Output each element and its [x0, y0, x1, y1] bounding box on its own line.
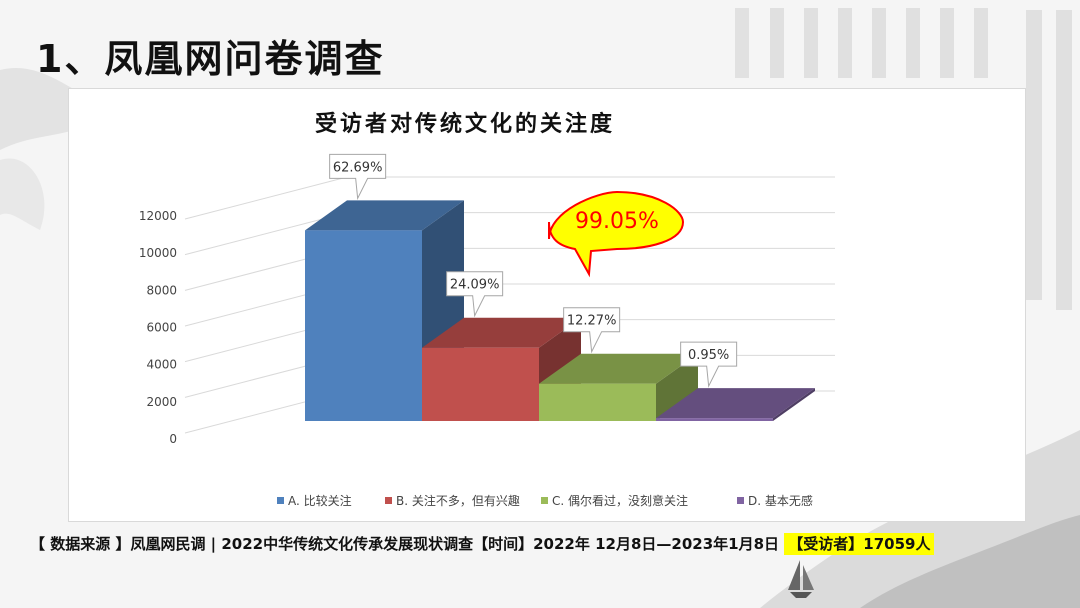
data-label-c: 12.27% — [563, 307, 621, 354]
legend-item-d: D. 基本无感 — [737, 493, 813, 508]
total-callout: 99.05% — [548, 190, 685, 278]
svg-text:62.69%: 62.69% — [333, 160, 383, 175]
bar-d — [656, 388, 815, 421]
bar-c — [539, 353, 698, 421]
y-tick-label: 10000 — [139, 246, 177, 260]
respondents-badge: 【受访者】17059人 — [784, 533, 935, 555]
svg-text:C. 偶尔看过，没刻意关注: C. 偶尔看过，没刻意关注 — [552, 493, 688, 508]
svg-text:24.09%: 24.09% — [450, 278, 500, 293]
y-tick-label: 6000 — [146, 321, 177, 335]
footer-source: 【 数据来源 】凤凰网民调 | 2022中华传统文化传承发展现状调查【时间】20… — [30, 530, 935, 558]
data-label-b: 24.09% — [446, 271, 504, 318]
y-tick-label: 0 — [169, 432, 177, 446]
y-tick-label: 8000 — [146, 283, 177, 297]
slide-title: 1、凤凰网问卷调查 — [36, 37, 385, 81]
chart-container: 受访者对传统文化的关注度 0 2000 4000 6000 8000 10000 12000… — [68, 88, 1026, 522]
svg-text:99.05%: 99.05% — [575, 209, 659, 234]
bar-chart-3d: 受访者对传统文化的关注度 0 2000 4000 6000 8000 10000 12000… — [139, 111, 835, 508]
svg-text:D. 基本无感: D. 基本无感 — [748, 493, 813, 508]
sailboat-icon — [788, 560, 814, 598]
legend-item-a: A. 比较关注 — [277, 493, 352, 508]
legend-item-b: B. 关注不多，但有兴趣 — [385, 493, 520, 508]
legend-item-c: C. 偶尔看过，没刻意关注 — [541, 493, 688, 508]
y-tick-label: 4000 — [146, 358, 177, 372]
y-tick-label: 2000 — [146, 395, 177, 409]
svg-text:B. 关注不多，但有兴趣: B. 关注不多，但有兴趣 — [396, 493, 520, 508]
data-label-a: 62.69% — [329, 153, 387, 201]
y-tick-label: 12000 — [139, 209, 177, 223]
chart-title: 受访者对传统文化的关注度 — [315, 111, 615, 137]
svg-text:0.95%: 0.95% — [688, 348, 729, 363]
svg-text:A. 比较关注: A. 比较关注 — [288, 493, 352, 508]
footer-source-text: 【 数据来源 】凤凰网民调 | 2022中华传统文化传承发展现状调查【时间】20… — [30, 535, 780, 553]
svg-text:12.27%: 12.27% — [567, 314, 617, 329]
data-label-d: 0.95% — [680, 341, 738, 388]
